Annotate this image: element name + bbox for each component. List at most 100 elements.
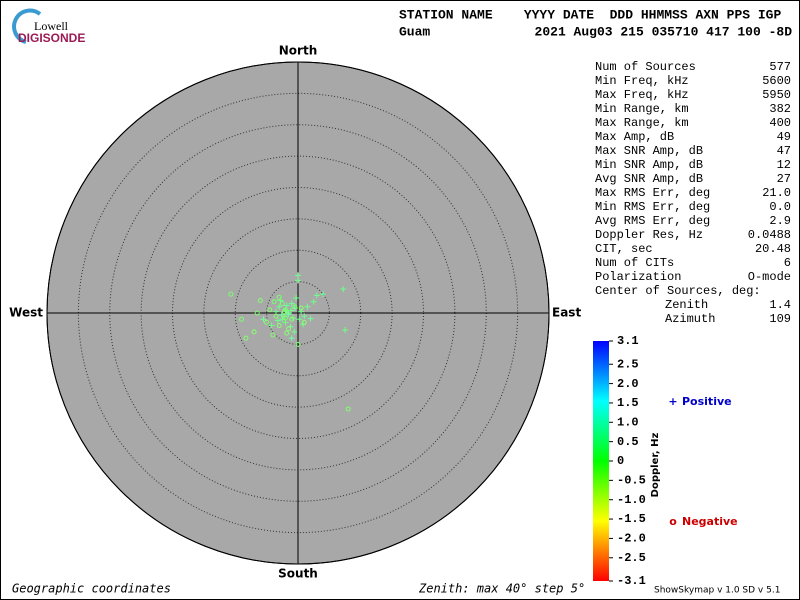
source-point (310, 298, 317, 305)
colorbar-tick-label: 0.5 (617, 435, 639, 449)
param-label: Max Amp, dB (595, 130, 674, 144)
param-label: Avg RMS Err, deg (595, 214, 710, 228)
logo-top: Lowell (34, 19, 69, 33)
param-label: Min Freq, kHz (595, 74, 689, 88)
colorbar-tick-label: -1.5 (617, 512, 646, 526)
param-label: Max RMS Err, deg (595, 186, 710, 200)
param-value: 577 (769, 60, 791, 74)
logo-swoosh (12, 8, 42, 44)
source-point (260, 316, 267, 323)
source-point (292, 304, 298, 310)
source-point (251, 329, 257, 335)
colorbar-tick-label: 3.1 (617, 334, 639, 348)
source-point (257, 297, 263, 303)
source-point (301, 319, 307, 325)
colorbar-tick-label: -3.1 (617, 574, 646, 588)
colorbar-tick-label: -0.5 (617, 474, 646, 488)
source-point (270, 332, 276, 338)
source-point (313, 292, 320, 299)
source-point (283, 302, 290, 309)
center-row-label: Azimuth (665, 312, 715, 326)
source-point (228, 291, 234, 297)
source-point (304, 303, 311, 310)
source-point (276, 303, 283, 310)
param-label: Doppler Res, Hz (595, 228, 703, 242)
center-label: Center of Sources, deg: (595, 284, 761, 298)
header-station: Guam (399, 24, 430, 39)
center-row-value: 109 (769, 312, 791, 326)
param-label: Avg SNR Amp, dB (595, 172, 703, 186)
param-value: 382 (769, 102, 791, 116)
param-value: 20.48 (755, 242, 791, 256)
source-point (268, 322, 275, 329)
source-point (295, 277, 301, 284)
colorbar (593, 341, 609, 581)
dir-north: North (279, 44, 317, 58)
param-value: 6 (784, 256, 791, 270)
source-point (243, 335, 249, 341)
param-label: Min SNR Amp, dB (595, 158, 703, 172)
param-label: Min Range, km (595, 102, 689, 116)
footer-zenith: Zenith: max 40° step 5° (418, 582, 585, 596)
legend-marker: o (669, 515, 677, 528)
source-point (296, 316, 303, 323)
colorbar-tick-label: -1.0 (617, 493, 646, 507)
center-row-value: 1.4 (769, 298, 791, 312)
footer-coords: Geographic coordinates (12, 582, 171, 596)
param-label: Num of Sources (595, 60, 696, 74)
source-point (295, 272, 301, 279)
center-row-label: Zenith (665, 298, 708, 312)
param-value: 5950 (762, 88, 791, 102)
source-point (295, 341, 301, 347)
legend-marker: + (668, 395, 677, 408)
source-point (267, 307, 273, 313)
param-value: 12 (777, 158, 791, 172)
source-point (288, 335, 295, 342)
source-point (274, 317, 281, 324)
source-point (264, 319, 270, 325)
header-values: 2021 Aug03 215 035710 417 100 -8D (535, 24, 793, 39)
source-point (284, 330, 290, 336)
source-point (342, 326, 349, 333)
header-labels: STATION NAME YYYY DATE DDD HHMMSS AXN PP… (399, 7, 781, 22)
param-label: Max Range, km (595, 116, 689, 130)
source-point (307, 315, 314, 322)
param-label: Polarization (595, 270, 681, 284)
dir-south: South (278, 567, 318, 581)
param-label: Max SNR Amp, dB (595, 144, 703, 158)
param-value: 21.0 (762, 186, 791, 200)
source-point (340, 286, 347, 293)
param-value: O-mode (748, 270, 791, 284)
legend-name: Positive (682, 395, 732, 408)
dir-west: West (9, 306, 43, 320)
colorbar-tick-label: 2.5 (617, 357, 639, 371)
footer-version: ShowSkymap v 1.0 SD v 5.1 (654, 586, 780, 596)
param-value: 47 (777, 144, 791, 158)
source-point (298, 305, 304, 311)
param-value: 5600 (762, 74, 791, 88)
param-value: 400 (769, 116, 791, 130)
param-value: 0.0 (769, 200, 791, 214)
source-point (273, 313, 279, 319)
colorbar-tick-label: -2.5 (617, 551, 646, 565)
param-label: Num of CITs (595, 256, 674, 270)
param-value: 0.0488 (748, 228, 791, 242)
param-label: Max Freq, kHz (595, 88, 689, 102)
param-value: 2.9 (769, 214, 791, 228)
colorbar-label: Doppler, Hz (650, 433, 661, 498)
source-point (291, 328, 298, 335)
colorbar-tick-label: 1.0 (617, 415, 639, 429)
source-point (271, 299, 277, 305)
source-point (345, 406, 351, 412)
colorbar-tick-label: 1.5 (617, 396, 639, 410)
param-value: 27 (777, 172, 791, 186)
dir-east: East (552, 306, 581, 320)
source-point (320, 291, 327, 298)
source-point (254, 310, 260, 316)
source-point (281, 309, 287, 315)
logo-bottom: DIGISONDE (18, 31, 85, 45)
source-point (288, 300, 295, 307)
source-point (276, 323, 282, 329)
source-point (301, 313, 308, 320)
